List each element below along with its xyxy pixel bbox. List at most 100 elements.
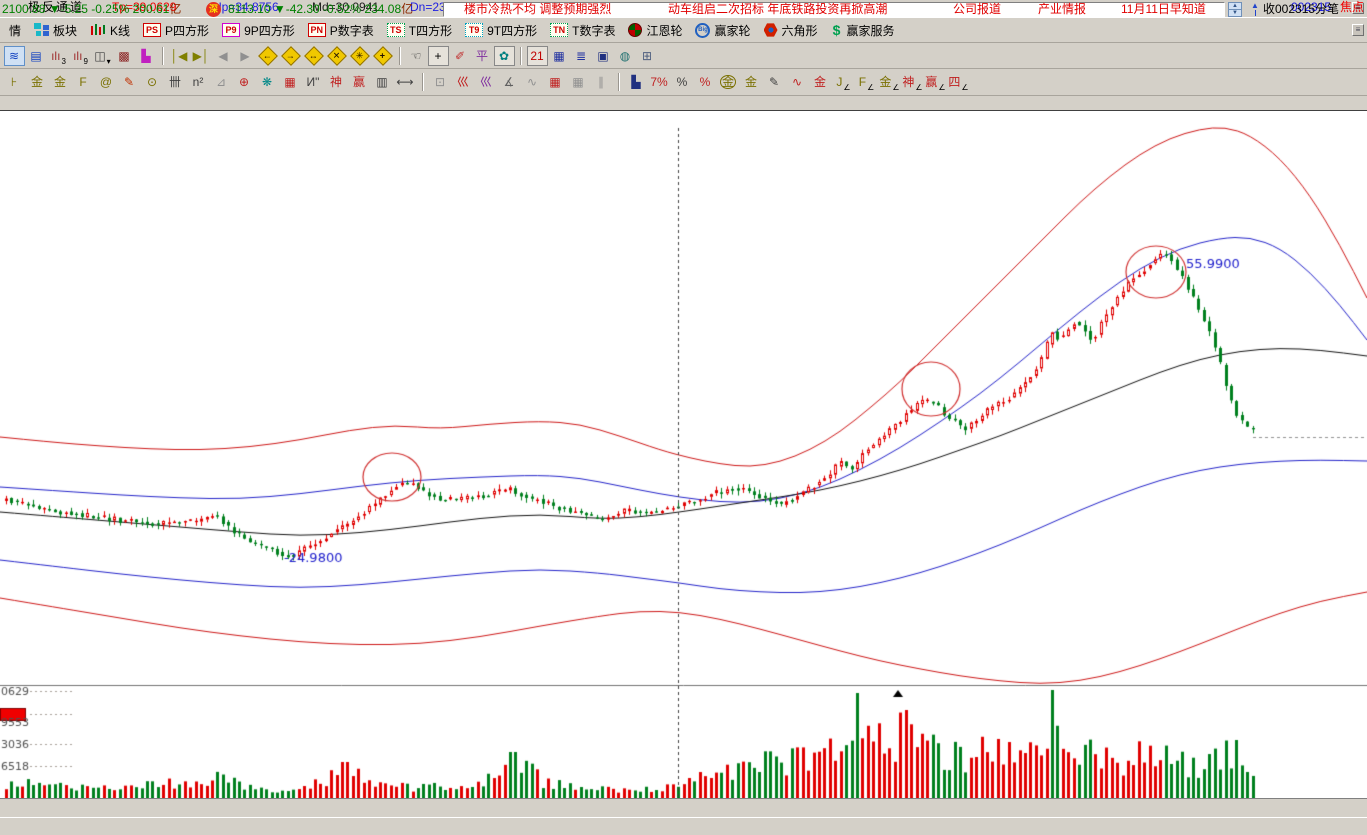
stock-name[interactable]: 焦点 xyxy=(1340,0,1365,14)
drawing-tool-button[interactable]: ✎ xyxy=(768,75,780,89)
chart-area[interactable] xyxy=(0,126,1367,798)
module-label: P数字表 xyxy=(329,23,374,38)
module-p-number-table[interactable]: PN P数字表 xyxy=(302,19,380,41)
expand-h-button[interactable]: ↔ xyxy=(304,45,324,66)
hand-tool-button[interactable]: ☜ xyxy=(410,48,422,63)
next-page-button[interactable]: ▶ xyxy=(240,48,250,63)
drawing-tool-button[interactable]: ⊙ xyxy=(146,75,158,89)
module-label: 9P四方形 xyxy=(244,23,295,38)
drawing-tool-button[interactable]: 巛 xyxy=(456,75,469,89)
news-headline-link[interactable]: 产业情报 xyxy=(1038,2,1087,16)
drawing-tool-button[interactable]: % xyxy=(699,75,711,89)
chart-mode-button[interactable]: ≋ xyxy=(4,45,25,66)
module-icon: $ xyxy=(832,22,841,38)
module-icon xyxy=(90,23,107,37)
shenzhen-badge-icon: 深 xyxy=(206,2,221,17)
last-page-button[interactable]: ▶│ xyxy=(192,48,210,63)
drawing-tool-button[interactable]: 金 xyxy=(30,75,43,89)
drawing-tool-button[interactable]: 神 xyxy=(329,75,342,89)
pattern-button[interactable]: ✿ xyxy=(494,45,515,66)
tick-data-label[interactable]: 收002315分笔 xyxy=(1263,2,1340,16)
minute-9-button[interactable]: ılı 9 xyxy=(73,48,88,66)
drawing-tool-button[interactable]: ⊕ xyxy=(238,75,250,89)
module-t-square[interactable]: TS T四方形 xyxy=(381,19,458,41)
drawing-tool-button[interactable]: 金 xyxy=(719,75,736,89)
maze-button[interactable]: ▩ xyxy=(118,48,130,63)
drawing-tool-button[interactable]: 金 ∠ xyxy=(879,75,900,92)
drawing-tool-button[interactable]: 神 ∠ xyxy=(902,75,923,92)
drawing-tool-button[interactable]: 巛 xyxy=(479,75,492,89)
drawing-tool-button[interactable]: ▥ xyxy=(376,75,388,89)
module-9p-square[interactable]: P9 9P四方形 xyxy=(216,19,301,41)
drawing-tool-button[interactable]: @ xyxy=(99,75,113,89)
drawing-tool-button[interactable]: 金 xyxy=(53,75,66,89)
drawing-tool-button[interactable]: 7% xyxy=(650,75,668,89)
web-button[interactable]: ◍ xyxy=(619,48,631,63)
crosshair-button[interactable]: + xyxy=(428,45,449,66)
news-headline-link[interactable]: 动车组启二次招标 年底铁路投资再掀高潮 xyxy=(668,2,888,16)
module-p-square[interactable]: PS P四方形 xyxy=(137,19,215,41)
first-page-button[interactable]: │◀ xyxy=(170,48,188,63)
module-winner-service[interactable]: $ 赢家服务 xyxy=(825,19,901,41)
module-kline[interactable]: K线 xyxy=(84,19,136,41)
drawing-tool-button[interactable]: 赢 xyxy=(352,75,365,89)
drawing-tool-button[interactable]: F xyxy=(79,75,87,89)
drawing-tool-button[interactable]: ⊦ xyxy=(10,75,18,89)
drawing-tool-button[interactable]: ❋ xyxy=(261,75,273,89)
computer-button[interactable]: ⊞ xyxy=(641,48,653,63)
drawing-tool-button[interactable]: ▦ xyxy=(284,75,296,89)
module-t-number-table[interactable]: TN T数字表 xyxy=(544,19,621,41)
drawing-tool-button[interactable]: ∡ xyxy=(503,75,515,89)
module-sectors[interactable]: 板块 xyxy=(28,19,83,41)
drawing-tool-button[interactable]: И" xyxy=(306,75,320,89)
module-quote[interactable]: 情 xyxy=(3,19,27,41)
module-gann-wheel[interactable]: 江恩轮 xyxy=(622,19,688,41)
notes-button[interactable]: ≣ xyxy=(575,48,587,63)
drawing-tool-button[interactable]: ✎ xyxy=(123,75,135,89)
pan-right-button[interactable]: → xyxy=(281,45,301,66)
drawing-tool-button[interactable]: ▙ xyxy=(631,75,641,89)
prev-page-button[interactable]: ◀ xyxy=(218,48,228,63)
f10-info-button[interactable]: ▤ xyxy=(30,48,42,63)
zoom-in-button[interactable]: + xyxy=(373,45,393,66)
drawing-tool-button[interactable]: 四 ∠ xyxy=(948,75,969,92)
toolbar-grip-icon[interactable]: ≡ xyxy=(1352,24,1364,36)
drawing-tool-button[interactable]: ⊡ xyxy=(434,75,446,89)
pan-left-button[interactable]: ← xyxy=(258,45,278,66)
module-hexagon[interactable]: 六角形 xyxy=(758,19,824,41)
drawing-tool-button[interactable]: 卌 xyxy=(168,75,181,89)
module-winner-wheel[interactable]: Big 赢家轮 xyxy=(689,19,756,41)
measure-button[interactable]: ✐ xyxy=(454,48,466,63)
drawing-tool-button[interactable]: ⊿ xyxy=(215,75,227,89)
calendar-button[interactable]: 21 xyxy=(527,45,548,66)
drawing-tool-button[interactable]: n² xyxy=(192,75,204,89)
drawing-tool-button[interactable]: ∥ xyxy=(598,75,604,89)
drawing-tool-button[interactable]: F ∠ xyxy=(858,75,875,92)
compress-button[interactable]: ✕ xyxy=(327,45,347,66)
drawing-tool-button[interactable]: 金 xyxy=(813,75,826,89)
module-9t-square[interactable]: T9 9T四方形 xyxy=(459,19,543,41)
news-headline-link[interactable]: 楼市冷热不均 调整预期强烈 xyxy=(464,2,612,16)
drawing-tool-button[interactable]: ▦ xyxy=(572,75,584,89)
news-headline-link[interactable]: 公司报道 xyxy=(953,2,1002,16)
price-volume-chart[interactable] xyxy=(0,126,1367,798)
minute-3-button[interactable]: ılı 3 xyxy=(51,48,66,66)
color-histogram-button[interactable]: ▙ xyxy=(141,48,151,63)
drawing-tool-button[interactable]: 金 xyxy=(744,75,757,89)
drawing-tool-button[interactable]: % xyxy=(676,75,688,89)
drawing-tool-button[interactable]: ∿ xyxy=(526,75,538,89)
news-scroll-spinner[interactable]: ▲ ▼ xyxy=(1228,2,1242,17)
drawing-tool-button[interactable]: 赢 ∠ xyxy=(925,75,946,92)
drawing-tool-button[interactable]: J ∠ xyxy=(836,75,851,92)
candle-style-button[interactable]: ◫ ▾ xyxy=(94,48,111,66)
zoom-out-button[interactable]: ✳ xyxy=(350,45,370,66)
toolbar-grip-icon[interactable]: ≡ xyxy=(1352,2,1364,14)
calculator-button[interactable]: ▦ xyxy=(553,48,565,63)
drawing-tool-button[interactable]: ▦ xyxy=(549,75,561,89)
save-button[interactable]: ▣ xyxy=(597,48,609,63)
decor-button[interactable]: 平 xyxy=(475,48,488,63)
stock-code[interactable]: 002315 xyxy=(1291,0,1332,14)
drawing-tool-button[interactable]: ∿ xyxy=(791,75,803,89)
drawing-tool-button[interactable]: ⟷ xyxy=(396,75,414,89)
news-headline-link[interactable]: 11月11日早知道 xyxy=(1121,2,1206,16)
